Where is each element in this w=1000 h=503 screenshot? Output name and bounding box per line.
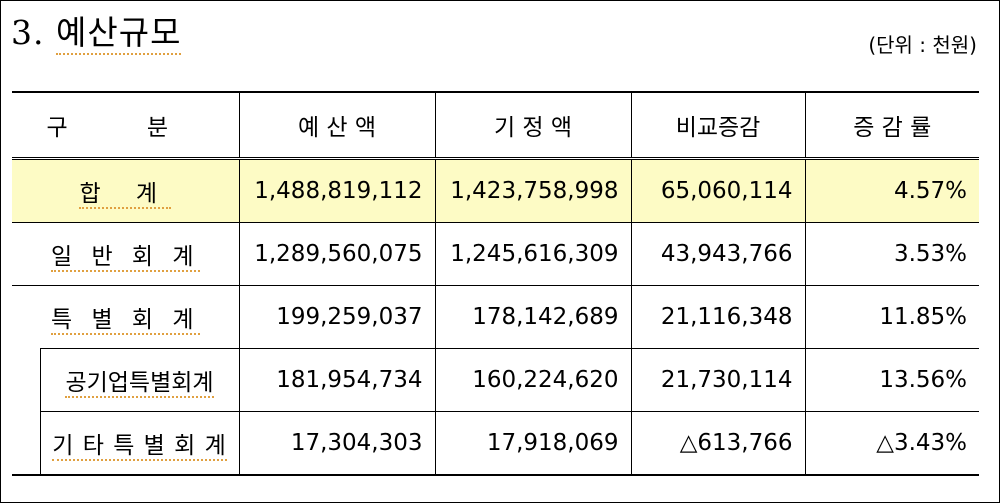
header-rate: 증 감 률 [804, 91, 980, 160]
cell-prior: 1,245,616,309 [434, 222, 632, 286]
row-label: 합 계 [12, 158, 240, 223]
row-label: 기 타 특 별 회 계 [39, 411, 240, 476]
cell-prior: 178,142,689 [434, 285, 632, 349]
section-number: 3. [11, 13, 45, 52]
cell-rate: 11.85% [804, 285, 980, 349]
cell-change: 21,116,348 [630, 285, 806, 349]
cell-prior: 17,918,069 [434, 411, 632, 476]
header-category: 구 분 [12, 91, 240, 160]
cell-rate: △3.43% [804, 411, 980, 476]
cell-change: 43,943,766 [630, 222, 806, 286]
indent-cell [12, 349, 40, 412]
cell-rate: 13.56% [804, 348, 980, 412]
row-label: 공기업특별회계 [39, 348, 240, 412]
unit-note: (단위 : 천원) [868, 33, 977, 57]
table-row-total: 합 계 1,488,819,112 1,423,758,998 65,060,1… [12, 158, 980, 223]
table-row: 특 별 회 계 199,259,037 178,142,689 21,116,3… [12, 285, 980, 349]
cell-change: △613,766 [630, 411, 806, 476]
table-row: 기 타 특 별 회 계 17,304,303 17,918,069 △613,7… [12, 411, 980, 476]
cell-change: 65,060,114 [630, 158, 806, 223]
row-label: 일 반 회 계 [12, 222, 240, 286]
cell-rate: 4.57% [804, 158, 980, 223]
section-title: 3. 예산규모 [11, 13, 182, 55]
cell-budget: 181,954,734 [238, 348, 436, 412]
row-label: 특 별 회 계 [12, 285, 240, 349]
table-header-row: 구 분 예 산 액 기 정 액 비교증감 증 감 률 [12, 91, 980, 160]
cell-change: 21,730,114 [630, 348, 806, 412]
section-title-text: 예산규모 [56, 13, 182, 55]
cell-budget: 1,289,560,075 [238, 222, 436, 286]
cell-budget: 1,488,819,112 [238, 158, 436, 223]
indent-cell [12, 411, 40, 476]
cell-budget: 17,304,303 [238, 411, 436, 476]
table-row: 일 반 회 계 1,289,560,075 1,245,616,309 43,9… [12, 222, 980, 286]
header-budget: 예 산 액 [238, 91, 436, 160]
table-row: 공기업특별회계 181,954,734 160,224,620 21,730,1… [12, 348, 980, 412]
cell-prior: 160,224,620 [434, 348, 632, 412]
cell-rate: 3.53% [804, 222, 980, 286]
header-prior: 기 정 액 [434, 91, 632, 160]
cell-budget: 199,259,037 [238, 285, 436, 349]
cell-prior: 1,423,758,998 [434, 158, 632, 223]
header-change: 비교증감 [630, 91, 806, 160]
budget-table: 구 분 예 산 액 기 정 액 비교증감 증 감 률 합 계 1,488,819… [12, 91, 980, 476]
